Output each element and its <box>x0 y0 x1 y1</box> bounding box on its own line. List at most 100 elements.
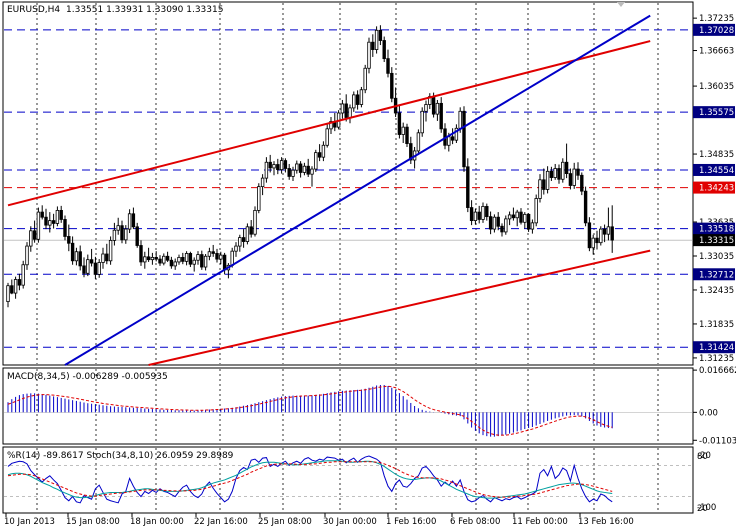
price-tick-label: 1.31835 <box>699 320 734 330</box>
candle-body <box>150 257 155 261</box>
candle-body <box>602 228 607 235</box>
price-tick-label: 1.32435 <box>699 286 734 296</box>
candle-body <box>557 168 561 180</box>
candle-body <box>127 213 132 230</box>
candle-body <box>534 198 538 224</box>
candle-body <box>253 209 257 235</box>
price-tag-label: 1.33315 <box>699 236 734 246</box>
candle-body <box>105 253 109 262</box>
candle-body <box>40 211 44 218</box>
candle-body <box>496 216 500 227</box>
price-tag-label: 1.32712 <box>699 270 734 280</box>
candle-body <box>519 211 523 223</box>
candle-body <box>424 104 428 112</box>
candle-body <box>409 143 413 161</box>
candle-body <box>32 230 37 240</box>
candle-body <box>203 255 208 268</box>
price-tag-box <box>693 222 735 235</box>
candle-body <box>287 168 291 177</box>
candle-body <box>120 225 124 241</box>
candle-body <box>507 214 512 220</box>
price-tag-label: 1.34243 <box>699 184 734 194</box>
candle-body <box>59 209 63 220</box>
candle-body <box>21 264 25 286</box>
wpr-line <box>7 455 613 504</box>
candle-body <box>606 226 611 235</box>
candle-body <box>340 103 345 114</box>
time-tick-label: 13 Feb 16:00 <box>578 517 634 527</box>
candle-body <box>416 132 421 152</box>
candle-body <box>382 40 386 60</box>
candle-body <box>260 177 265 188</box>
candle-body <box>264 161 269 179</box>
price-tag-box <box>693 23 735 36</box>
candle-body <box>469 207 474 221</box>
candle-body <box>154 257 158 260</box>
candle-body <box>599 228 603 244</box>
stoch-main-line <box>7 460 613 499</box>
candle-body <box>97 262 101 275</box>
chart-shift-marker-icon[interactable] <box>617 2 625 7</box>
candle-body <box>162 255 166 264</box>
candle-body <box>108 240 113 262</box>
candle-body <box>131 213 136 228</box>
macd-tick-label: 0.016662 <box>699 366 736 376</box>
candle-body <box>13 279 18 294</box>
macd-panel-frame <box>2 367 694 445</box>
candle-body <box>51 220 56 224</box>
candle-body <box>439 102 443 130</box>
candle-body <box>63 219 67 237</box>
horizontal-levels <box>4 29 692 348</box>
candle-body <box>272 164 276 169</box>
candle-body <box>169 259 174 267</box>
price-tag-label: 1.34554 <box>699 166 734 176</box>
candle-body <box>576 168 580 176</box>
price-tick-label: 1.33035 <box>699 252 734 262</box>
price-tag-box <box>693 234 735 247</box>
price-tag-box <box>693 106 735 119</box>
trend-line-red <box>7 40 651 207</box>
trend-line-red <box>148 249 651 366</box>
candle-body <box>222 254 227 271</box>
candle-body <box>538 179 542 199</box>
stoch-signal-line <box>7 461 613 498</box>
candle-body <box>348 107 352 118</box>
candle-body <box>485 206 489 218</box>
candle-body <box>580 174 584 192</box>
candle-body <box>291 169 295 177</box>
candle-body <box>321 144 326 158</box>
candle-body <box>241 237 246 242</box>
candle-body <box>352 94 356 109</box>
oscillator-panel-frame <box>2 446 694 514</box>
macd-signal-line <box>7 385 613 436</box>
candle-body <box>473 211 478 221</box>
candle-body <box>401 126 405 135</box>
candle-body <box>371 41 375 50</box>
candle-body <box>200 254 204 268</box>
candle-body <box>314 152 318 170</box>
candle-body <box>454 127 459 141</box>
candle-body <box>78 251 82 267</box>
candle-body <box>48 220 52 226</box>
candle-body <box>564 161 569 174</box>
candle-body <box>192 259 196 265</box>
candle-body <box>283 160 288 169</box>
candle-body <box>249 226 253 235</box>
candle-body <box>276 164 280 171</box>
candle-body <box>10 285 14 294</box>
candle-body <box>500 225 504 233</box>
candle-body <box>363 67 367 91</box>
candle-body <box>306 165 310 175</box>
price-tick-label: 1.36663 <box>699 47 734 57</box>
price-tag-box <box>693 181 735 194</box>
price-tick-label: 1.31235 <box>699 354 734 364</box>
candle-body <box>25 245 29 266</box>
time-tick-label: 30 Jan 00:00 <box>323 517 377 527</box>
candle-body <box>397 112 402 135</box>
candle-body <box>523 213 527 223</box>
time-tick-label: 11 Feb 00:00 <box>512 517 568 527</box>
candle-body <box>196 254 200 261</box>
candle-body <box>135 226 139 246</box>
